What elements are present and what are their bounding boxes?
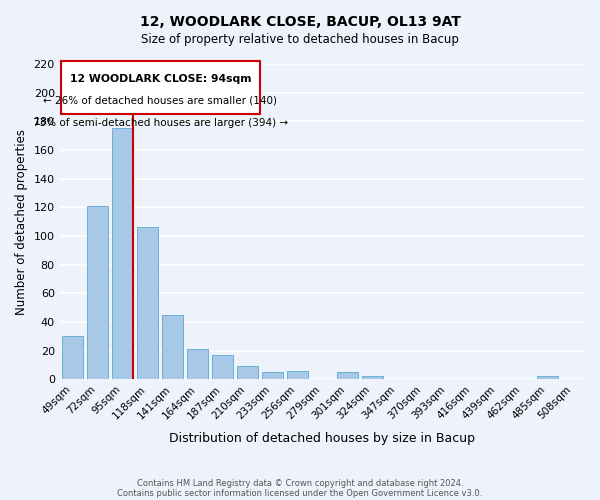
Bar [187,349,208,379]
Text: 73% of semi-detached houses are larger (394) →: 73% of semi-detached houses are larger (… [33,118,288,128]
Bar [112,128,133,379]
Bar [287,370,308,379]
Bar [337,372,358,379]
Text: Contains public sector information licensed under the Open Government Licence v3: Contains public sector information licen… [118,488,482,498]
Bar [86,206,108,379]
Text: 12 WOODLARK CLOSE: 94sqm: 12 WOODLARK CLOSE: 94sqm [70,74,251,84]
Y-axis label: Number of detached properties: Number of detached properties [15,128,28,314]
Bar [161,314,183,379]
Bar [62,336,83,379]
Text: Size of property relative to detached houses in Bacup: Size of property relative to detached ho… [141,32,459,46]
Text: ← 26% of detached houses are smaller (140): ← 26% of detached houses are smaller (14… [43,96,277,106]
Text: Contains HM Land Registry data © Crown copyright and database right 2024.: Contains HM Land Registry data © Crown c… [137,478,463,488]
Bar [262,372,283,379]
X-axis label: Distribution of detached houses by size in Bacup: Distribution of detached houses by size … [169,432,475,445]
Bar [212,355,233,379]
Text: 12, WOODLARK CLOSE, BACUP, OL13 9AT: 12, WOODLARK CLOSE, BACUP, OL13 9AT [140,15,460,29]
Bar [137,228,158,379]
Bar [362,376,383,379]
Bar [236,366,258,379]
FancyBboxPatch shape [61,61,260,114]
Bar [537,376,558,379]
